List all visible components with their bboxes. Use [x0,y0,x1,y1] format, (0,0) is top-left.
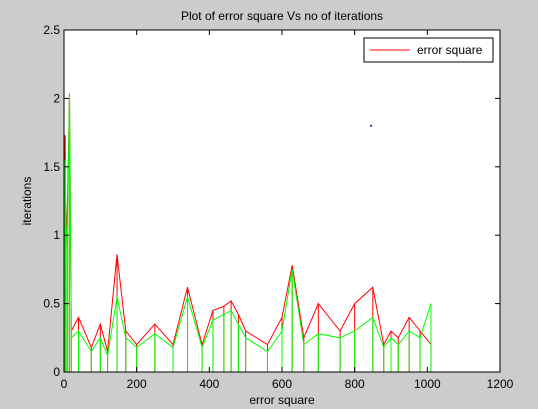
x-tick-label: 200 [127,377,147,391]
chart-title: Plot of error square Vs no of iterations [181,9,383,23]
series-2 [370,124,373,127]
x-tick-label: 1200 [487,377,514,391]
x-tick-label: 1000 [414,377,441,391]
x-tick-label: 800 [345,377,365,391]
y-ticks: 0 0.5 1 1.5 2 2.5 [43,23,500,379]
x-tick-label: 0 [61,377,68,391]
y-tick-label: 1 [53,228,60,242]
series-line [63,95,432,352]
y-tick-label: 0.5 [43,297,60,311]
y-tick-label: 2 [53,91,60,105]
y-axis-label: iterations [20,177,34,226]
legend-entry-label: error square [417,43,483,57]
x-axis-label: error square [249,393,315,407]
y-tick-label: 0 [53,365,60,379]
series-layer [63,92,432,372]
series-point [370,124,373,127]
x-ticks: 0 200 400 600 800 1000 1200 [61,30,514,391]
series-1 [63,92,432,372]
x-tick-label: 600 [272,377,292,391]
legend: error square [363,37,494,63]
y-tick-label: 1.5 [43,160,60,174]
x-tick-label: 400 [199,377,219,391]
y-tick-label: 2.5 [43,23,60,37]
series-line [63,92,432,358]
